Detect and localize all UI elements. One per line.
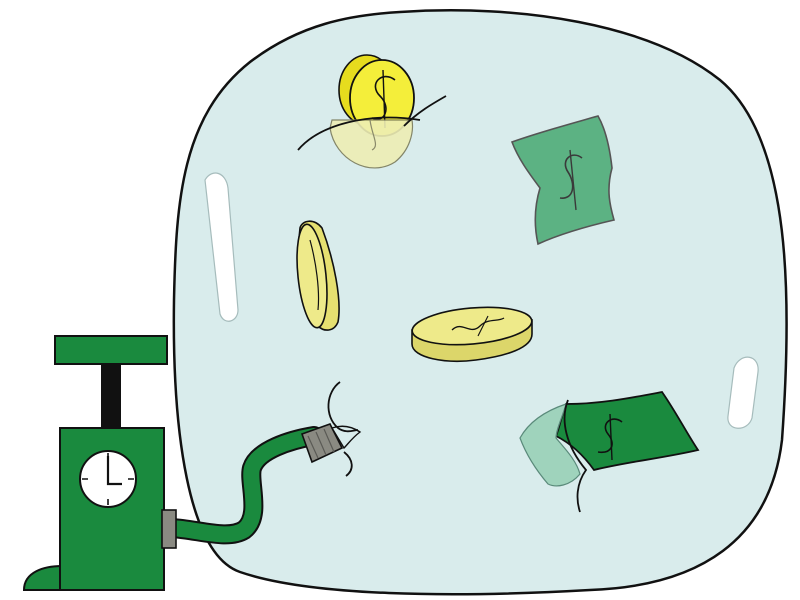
dollar-bill-top — [510, 115, 616, 246]
coin-top — [297, 54, 447, 169]
coin-flat — [411, 306, 533, 363]
bubble-highlight-right — [727, 356, 759, 429]
pressure-gauge-icon — [79, 450, 137, 508]
bubble — [172, 9, 788, 596]
bubble-highlight-left — [204, 172, 239, 322]
coin-edge — [296, 220, 340, 331]
dollar-bill-bottom — [519, 391, 700, 513]
bubble-dent — [327, 381, 359, 477]
hose — [162, 423, 362, 545]
